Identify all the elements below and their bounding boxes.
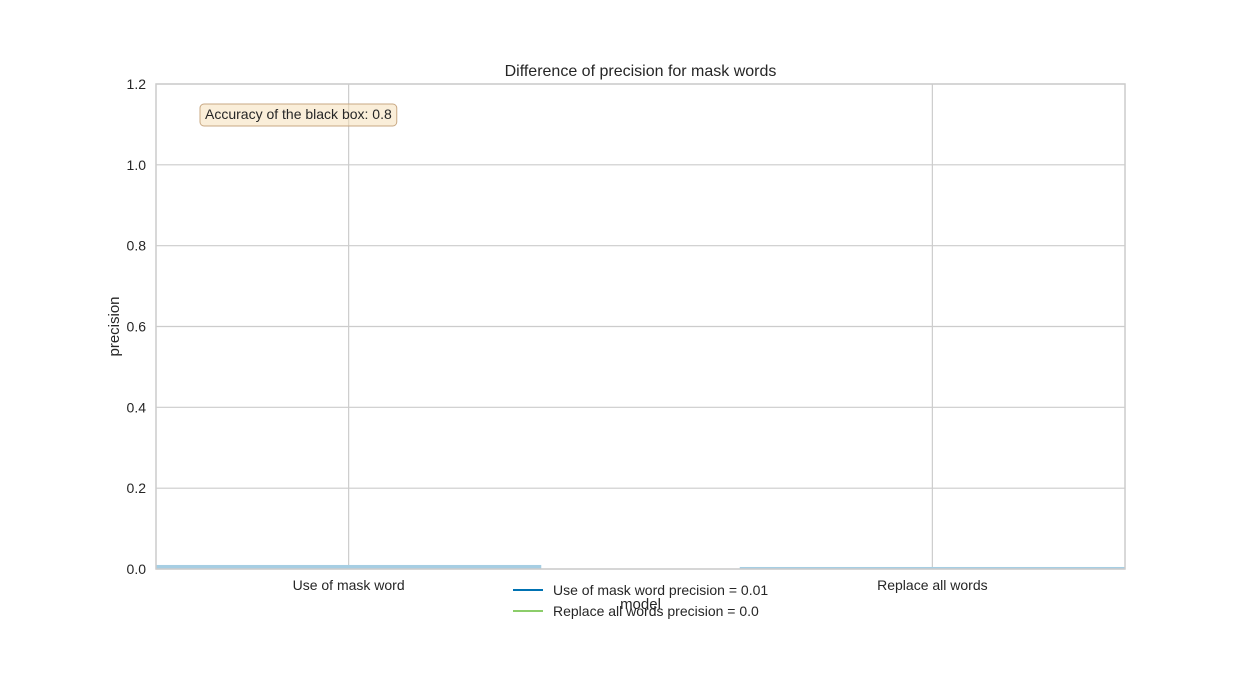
y-tick-label: 0.4 (127, 399, 147, 415)
y-tick-label: 1.2 (127, 76, 147, 92)
x-tick-labels: Use of mask word Replace all words (293, 577, 988, 593)
y-tick-label: 0.0 (127, 561, 147, 577)
legend-label-mask-word: Use of mask word precision = 0.01 (553, 582, 768, 598)
annotation-text: Accuracy of the black box: 0.8 (205, 106, 392, 122)
y-tick-label: 0.2 (127, 480, 147, 496)
bars (156, 564, 1125, 569)
y-tick-label: 0.6 (127, 319, 147, 335)
y-tick-label: 0.8 (127, 238, 147, 254)
legend-label-replace-all: Replace all words precision = 0.0 (553, 603, 759, 619)
chart-title: Difference of precision for mask words (505, 63, 777, 80)
y-tick-label: 1.0 (127, 157, 147, 173)
x-tick-label: Use of mask word (293, 577, 405, 593)
bar (739, 566, 1125, 569)
grid (156, 83, 1125, 570)
x-axis-label: model (620, 596, 661, 613)
annotation-box: Accuracy of the black box: 0.8 (199, 103, 398, 127)
annotation-background (199, 103, 398, 127)
y-tick-labels: 0.0 0.2 0.4 0.6 0.8 1.0 1.2 (127, 76, 147, 577)
legend: Use of mask word precision = 0.01 Replac… (513, 582, 768, 619)
bar (156, 564, 542, 569)
x-tick-label: Replace all words (877, 577, 988, 593)
plot-frame (155, 83, 1126, 570)
y-axis-label: precision (106, 296, 123, 356)
